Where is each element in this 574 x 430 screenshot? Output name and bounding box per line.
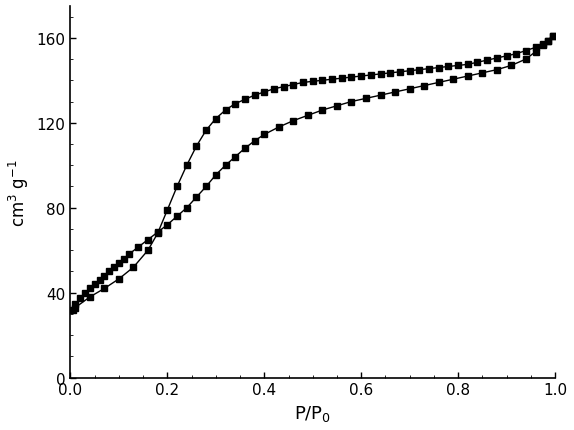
- Y-axis label: cm$^3$ g$^{-1}$: cm$^3$ g$^{-1}$: [7, 159, 31, 226]
- X-axis label: P/P$_0$: P/P$_0$: [294, 403, 331, 423]
